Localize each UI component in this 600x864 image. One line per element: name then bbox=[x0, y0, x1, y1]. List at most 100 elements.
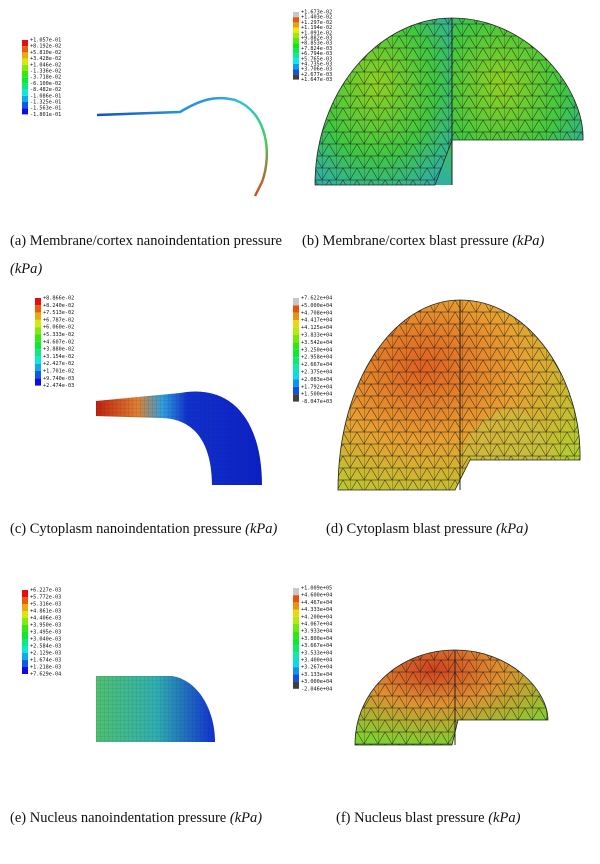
legend-swatch bbox=[22, 77, 28, 84]
legend-label: +4.735e-03 bbox=[301, 62, 332, 68]
legend-label: +4.708e+04 bbox=[301, 310, 332, 316]
legend-swatch bbox=[293, 17, 299, 23]
legend-label: -1.563e-01 bbox=[30, 106, 61, 112]
legend-swatch bbox=[293, 12, 299, 18]
caption: (f) Nucleus blast pressure (kPa) bbox=[336, 804, 520, 832]
legend-label: +7.513e-02 bbox=[43, 310, 74, 316]
legend-swatch bbox=[22, 108, 28, 115]
legend-label: -3.718e-02 bbox=[30, 75, 61, 81]
legend-label: +2.129e-03 bbox=[30, 651, 61, 657]
legend-swatch bbox=[22, 95, 28, 102]
legend-swatch bbox=[35, 334, 41, 342]
legend-swatch bbox=[22, 40, 28, 47]
caption-label: (b) bbox=[302, 233, 319, 249]
legend-swatch bbox=[22, 667, 28, 674]
legend-swatch bbox=[35, 319, 41, 328]
legend-swatch bbox=[293, 357, 299, 365]
color-legend: +1.673e-02+1.403e-02+1.297e-02+1.194e-02… bbox=[293, 10, 332, 83]
legend-swatch bbox=[293, 609, 299, 617]
legend-label: +6.060e-02 bbox=[43, 325, 74, 331]
caption-label: (f) bbox=[336, 810, 351, 826]
legend-swatch bbox=[293, 58, 299, 64]
legend-label: +8.240e-02 bbox=[43, 303, 74, 309]
legend-swatch bbox=[35, 349, 41, 357]
legend-label: +7.622e+04 bbox=[301, 296, 332, 302]
caption-text: Membrane/cortex nanoindentation pressure bbox=[29, 233, 282, 249]
caption-label: (d) bbox=[326, 521, 343, 537]
legend-label: +1.046e-02 bbox=[30, 62, 61, 68]
caption-unit: (kPa) bbox=[245, 521, 278, 537]
legend-label: +4.607e-02 bbox=[43, 339, 74, 345]
legend-swatch bbox=[22, 83, 28, 90]
legend-swatch bbox=[22, 632, 28, 639]
legend-swatch bbox=[293, 372, 299, 380]
legend-swatch bbox=[22, 653, 28, 660]
legend-label: +4.600e+04 bbox=[301, 593, 332, 599]
legend-label: +4.861e-03 bbox=[30, 609, 61, 615]
legend-swatch bbox=[293, 342, 299, 350]
legend-swatch bbox=[22, 58, 28, 65]
legend-label: +3.040e-03 bbox=[30, 637, 61, 643]
legend-swatch bbox=[293, 624, 299, 632]
legend-swatch bbox=[293, 349, 299, 358]
legend-swatch bbox=[22, 604, 28, 611]
legends: +1.057e-01+8.192e-02+5.810e-02+3.428e-02… bbox=[22, 10, 332, 692]
legend-swatch bbox=[22, 660, 28, 667]
legend-swatch bbox=[293, 74, 299, 80]
legend-label: +1.194e-02 bbox=[301, 25, 332, 31]
cytoplasm-hemisphere bbox=[337, 299, 581, 491]
color-legend: +6.227e-03+5.772e-03+5.316e-03+4.861e-03… bbox=[22, 588, 61, 678]
legend-label: +9.882e-03 bbox=[301, 36, 332, 42]
legend-label: +2.427e-02 bbox=[43, 361, 74, 367]
legend-swatch bbox=[22, 46, 28, 53]
legend-swatch bbox=[293, 312, 299, 321]
legend-label: +5.765e-03 bbox=[301, 56, 332, 62]
legend-swatch bbox=[293, 69, 299, 75]
legend-label: -1.325e-01 bbox=[30, 100, 61, 106]
caption-text: Cytoplasm nanoindentation pressure bbox=[29, 521, 242, 537]
legend-swatch bbox=[293, 38, 299, 44]
legend-swatch bbox=[35, 327, 41, 335]
legend-label: +5.316e-03 bbox=[30, 602, 61, 608]
legend-label: +3.706e-03 bbox=[301, 67, 332, 73]
legend-swatch bbox=[293, 638, 299, 646]
legend-label: -6.100e-02 bbox=[30, 81, 61, 87]
legend-swatch bbox=[35, 356, 41, 364]
legend-label: +7.629e-04 bbox=[30, 672, 61, 678]
legend-swatch bbox=[293, 660, 299, 668]
caption-text: Nucleus nanoindentation pressure bbox=[29, 810, 227, 826]
legend-swatch bbox=[22, 625, 28, 632]
caption-unit: (kPa) bbox=[10, 261, 43, 277]
legend-swatch bbox=[35, 341, 41, 350]
caption-unit: (kPa) bbox=[512, 233, 545, 249]
legend-label: +2.083e+04 bbox=[301, 377, 332, 383]
legend-label: +2.474e-03 bbox=[43, 383, 74, 389]
legend-label: +4.406e-03 bbox=[30, 616, 61, 622]
legend-label: +1.009e+05 bbox=[301, 586, 332, 592]
legend-swatch bbox=[293, 64, 299, 70]
legend-swatch bbox=[293, 667, 299, 675]
legend-label: +3.933e+04 bbox=[301, 629, 332, 635]
legend-label: +1.091e-02 bbox=[301, 30, 332, 36]
legend-swatch bbox=[22, 639, 28, 646]
legend-label: -8.482e-02 bbox=[30, 87, 61, 93]
legend-swatch bbox=[35, 371, 41, 379]
legend-label: +1.297e-02 bbox=[301, 20, 332, 26]
legend-label: +1.701e-02 bbox=[43, 369, 74, 375]
membrane-curve bbox=[96, 96, 269, 197]
caption-unit: (kPa) bbox=[229, 810, 263, 826]
nucleus-hemisphere bbox=[354, 649, 549, 746]
caption-label: (c) bbox=[10, 521, 27, 537]
caption-text: Cytoplasm blast pressure bbox=[346, 521, 493, 537]
legend-swatch bbox=[22, 646, 28, 653]
legend-swatch bbox=[22, 611, 28, 618]
legend-label: +3.880e-02 bbox=[43, 347, 74, 353]
legend-label: +9.740e-03 bbox=[43, 376, 74, 382]
legend-label: +3.154e-02 bbox=[43, 354, 74, 360]
legend-swatch bbox=[35, 378, 41, 386]
legend-label: +6.787e-02 bbox=[43, 317, 74, 323]
legend-swatch bbox=[293, 616, 299, 624]
legend-swatch bbox=[293, 595, 299, 603]
legend-swatch bbox=[293, 588, 299, 596]
